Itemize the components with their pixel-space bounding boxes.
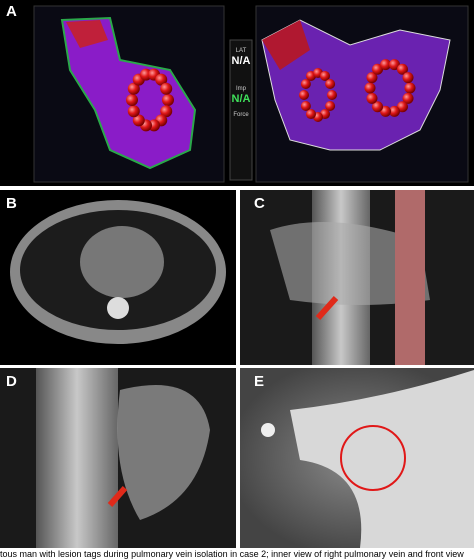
lesion-tag <box>380 59 392 71</box>
lesion-tag <box>300 101 311 111</box>
lesion-tag <box>396 63 408 75</box>
panel-label: D <box>6 373 17 390</box>
lesion-tag <box>372 63 384 75</box>
force-label: Force <box>233 112 249 118</box>
lesion-tag <box>320 70 330 81</box>
arrow <box>107 486 128 507</box>
lesion-tag <box>127 105 140 118</box>
panel-label: A <box>6 3 17 20</box>
lesion-tag <box>300 79 311 89</box>
lesion-tag <box>132 114 145 127</box>
panel-label: B <box>6 195 17 212</box>
aorta <box>395 190 425 365</box>
lesion-tag <box>327 90 337 100</box>
lat-label: LAT <box>236 48 247 54</box>
panel-label: E <box>254 373 264 390</box>
vessel <box>290 370 474 548</box>
lesion-tag <box>155 73 168 86</box>
lesion-tag <box>160 82 173 95</box>
caption: tous man with lesion tags during pulmona… <box>0 549 464 559</box>
imp-label: Imp <box>236 86 247 92</box>
lesion-tag <box>404 82 416 94</box>
lesion-tag <box>126 94 138 106</box>
highlight-circle <box>340 425 406 491</box>
pulmonary-vein <box>117 385 210 520</box>
heart <box>80 226 164 298</box>
lesion-tag <box>162 94 174 106</box>
panel-label: C <box>254 195 265 212</box>
map-left <box>60 16 197 170</box>
lesion-tag <box>127 82 140 95</box>
lesion-tag <box>372 101 384 113</box>
atrium <box>270 222 430 305</box>
lesion-tag <box>396 101 408 113</box>
arrow <box>315 295 339 321</box>
imp-value: N/A <box>232 93 251 105</box>
calcification <box>261 423 275 437</box>
map-right-scar <box>262 20 310 70</box>
vertebra <box>107 297 129 319</box>
map-left-scar <box>66 20 108 48</box>
spine <box>36 368 118 548</box>
lesion-tag <box>380 105 392 117</box>
lesion-tag <box>160 105 173 118</box>
lesion-tag <box>402 92 414 104</box>
side-panel <box>229 39 253 181</box>
lesion-tag <box>364 82 376 94</box>
lesion-tag <box>306 109 316 120</box>
lesion-tag <box>388 59 400 71</box>
lesion-tag <box>325 79 336 89</box>
lesion-tag <box>388 105 400 117</box>
lesion-tag <box>366 92 378 104</box>
lesion-tag <box>366 72 378 84</box>
lesion-tag <box>299 90 309 100</box>
lesion-tag <box>402 72 414 84</box>
lesion-tag <box>325 101 336 111</box>
lat-value: N/A <box>232 55 251 67</box>
